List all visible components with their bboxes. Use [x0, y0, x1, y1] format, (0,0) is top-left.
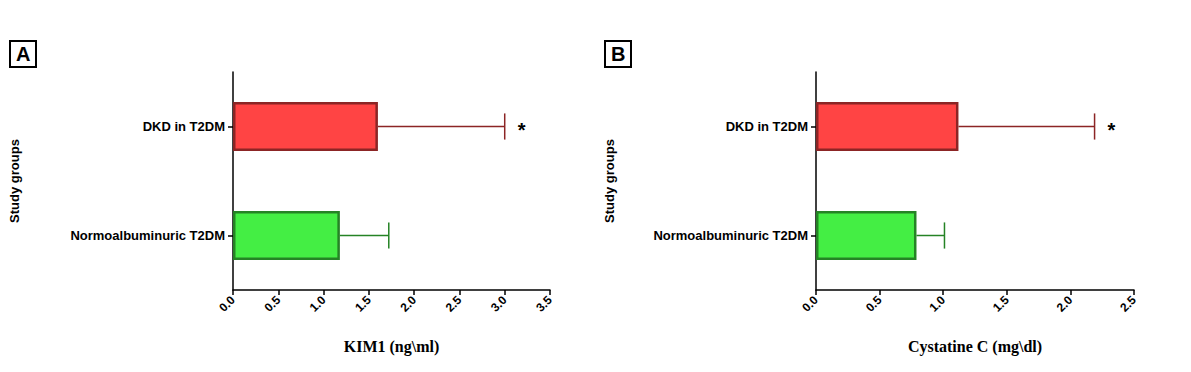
svg-text:2.0: 2.0	[397, 293, 419, 315]
svg-text:A: A	[16, 43, 30, 65]
svg-text:Normoalbuminuric T2DM: Normoalbuminuric T2DM	[653, 228, 808, 243]
svg-text:0.0: 0.0	[799, 293, 821, 315]
svg-text:2.0: 2.0	[1054, 293, 1076, 315]
svg-text:1.5: 1.5	[990, 293, 1012, 315]
svg-text:3.0: 3.0	[488, 293, 510, 315]
svg-text:Study groups: Study groups	[7, 139, 22, 223]
svg-text:*: *	[1108, 119, 1116, 141]
svg-text:2.5: 2.5	[1117, 293, 1139, 315]
svg-text:Normoalbuminuric T2DM: Normoalbuminuric T2DM	[70, 228, 225, 243]
svg-text:0.5: 0.5	[863, 293, 885, 315]
svg-text:1.0: 1.0	[926, 293, 948, 315]
svg-text:0.0: 0.0	[216, 293, 238, 315]
svg-text:0.5: 0.5	[262, 293, 284, 315]
svg-text:KIM1 (ng\ml): KIM1 (ng\ml)	[344, 338, 440, 356]
svg-text:DKD in T2DM: DKD in T2DM	[143, 119, 225, 134]
svg-text:DKD in T2DM: DKD in T2DM	[726, 119, 808, 134]
svg-text:1.5: 1.5	[352, 293, 374, 315]
svg-text:*: *	[518, 119, 526, 141]
svg-text:3.5: 3.5	[533, 293, 555, 315]
svg-text:1.0: 1.0	[307, 293, 329, 315]
svg-text:Cystatine C (mg\dl): Cystatine C (mg\dl)	[908, 338, 1042, 356]
svg-text:2.5: 2.5	[443, 293, 465, 315]
svg-text:B: B	[611, 43, 625, 65]
svg-text:Study groups: Study groups	[602, 139, 617, 223]
